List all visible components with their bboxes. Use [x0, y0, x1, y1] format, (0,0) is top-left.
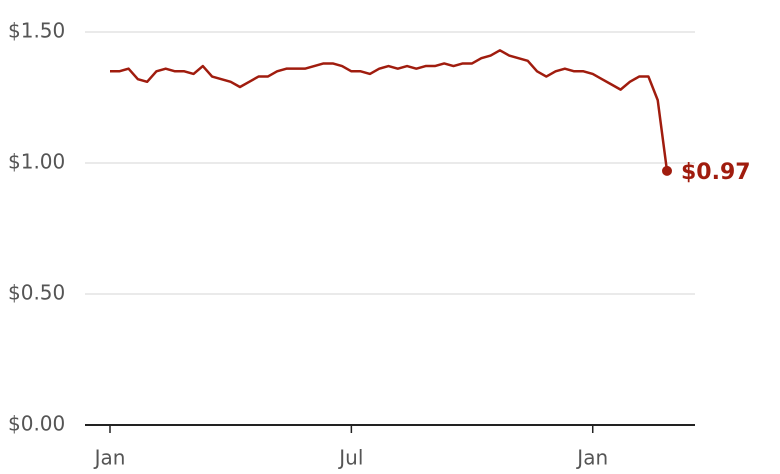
value-label: $0.97	[681, 160, 751, 185]
y-tick-label: $1.00	[8, 150, 65, 174]
x-tick-label: Jan	[93, 446, 126, 470]
end-point	[662, 165, 672, 176]
y-tick-label: $1.50	[8, 19, 65, 43]
line	[110, 49, 669, 172]
y-tick-label: $0.50	[8, 281, 65, 305]
x-tick-label: Jul	[337, 446, 363, 470]
y-tick-label: $0.00	[8, 412, 65, 436]
x-tick-label: Jan	[575, 446, 608, 470]
